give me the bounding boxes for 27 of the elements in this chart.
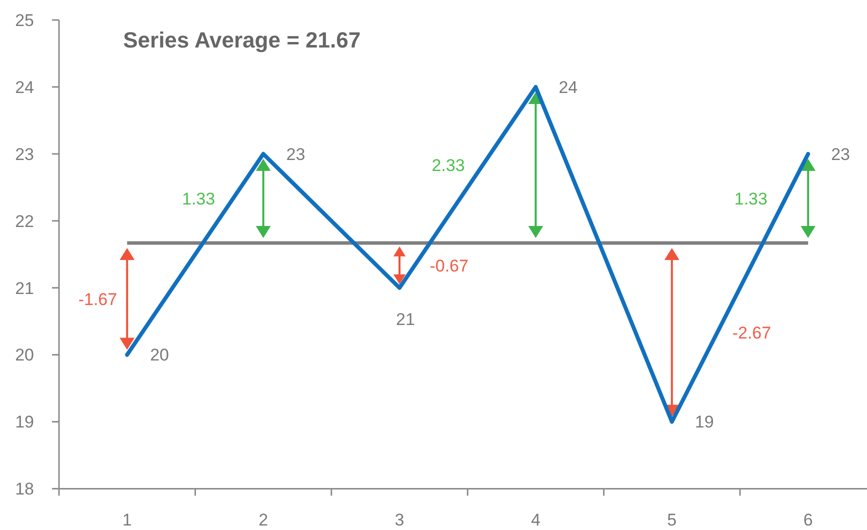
data-label: 21 [396, 310, 415, 329]
y-tick-label: 25 [15, 10, 34, 30]
data-label: 19 [694, 412, 714, 432]
data-label: 23 [831, 144, 850, 164]
y-tick-label: 22 [15, 212, 34, 231]
x-tick-label: 6 [803, 510, 813, 530]
data-label: 24 [558, 78, 578, 97]
annotation: -1.67 [78, 290, 118, 309]
annotation: -0.67 [430, 256, 468, 276]
y-tick-label: 21 [15, 278, 34, 298]
x-tick-label: 3 [394, 510, 404, 530]
data-label: 23 [286, 144, 306, 164]
annotation: 1.33 [734, 189, 768, 208]
x-tick-label: 2 [258, 510, 268, 530]
x-tick-label: 5 [667, 510, 677, 530]
annotation: 1.33 [182, 189, 216, 208]
y-tick-label: 19 [15, 412, 34, 432]
x-tick-label: 1 [122, 510, 132, 530]
x-tick-label: 4 [530, 510, 540, 530]
chart-title: Series Average = 21.67 [123, 28, 361, 53]
data-label: 20 [150, 346, 170, 365]
y-tick-label: 18 [15, 480, 34, 499]
y-tick-label: 23 [15, 144, 34, 164]
annotation: 2.33 [432, 156, 465, 175]
y-tick-label: 20 [15, 346, 34, 365]
annotation: -2.67 [732, 323, 772, 342]
y-tick-label: 24 [15, 78, 34, 97]
